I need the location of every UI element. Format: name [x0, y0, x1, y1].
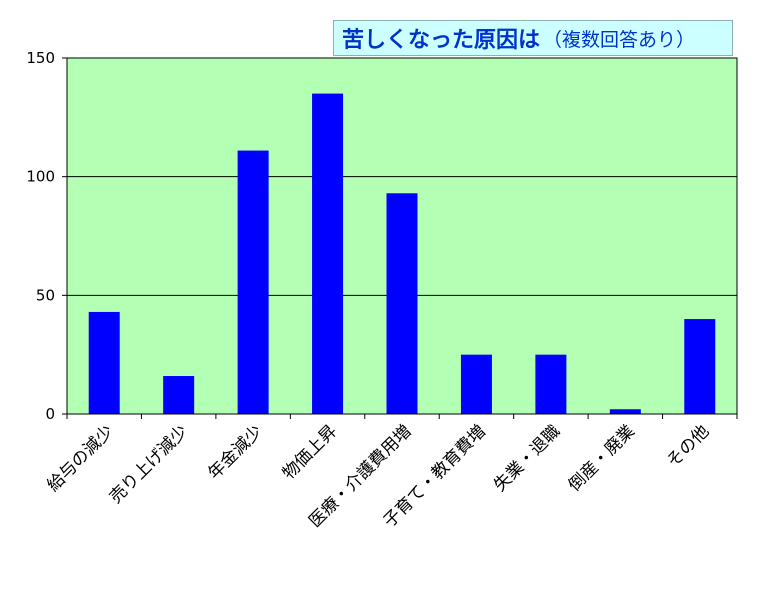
- bars: [88, 93, 716, 414]
- bar: [237, 150, 269, 414]
- bar: [88, 311, 120, 414]
- y-tick-label: 150: [26, 49, 55, 67]
- chart-title-box: 苦しくなった原因は （複数回答あり）: [333, 20, 733, 56]
- x-tick-label: 倒産・廃業: [565, 421, 639, 495]
- bar: [609, 409, 641, 414]
- chart-title: 苦しくなった原因は: [342, 28, 541, 53]
- x-tick-label: 売り上げ減少: [106, 421, 192, 507]
- bar: [312, 93, 344, 414]
- axes: [66, 57, 738, 419]
- plot-border: [66, 57, 738, 415]
- bar: [386, 193, 418, 414]
- y-tick-label: 50: [36, 286, 55, 304]
- bar: [460, 354, 492, 414]
- x-tick-label: 年金減少: [204, 421, 266, 483]
- y-tick-label: 100: [26, 168, 55, 186]
- x-tick-label: その他: [663, 421, 713, 471]
- y-tick-label: 0: [45, 405, 55, 423]
- y-tick-labels: 0 50 100 150: [26, 49, 55, 423]
- x-tick-label: 給与の減少: [44, 421, 118, 495]
- x-tick-label: 失業・退職: [490, 421, 564, 495]
- bar: [163, 376, 195, 414]
- chart-subtitle: （複数回答あり）: [543, 28, 696, 51]
- x-tick-label: 物価上昇: [279, 421, 341, 483]
- bar: [535, 354, 567, 414]
- bar: [684, 319, 716, 414]
